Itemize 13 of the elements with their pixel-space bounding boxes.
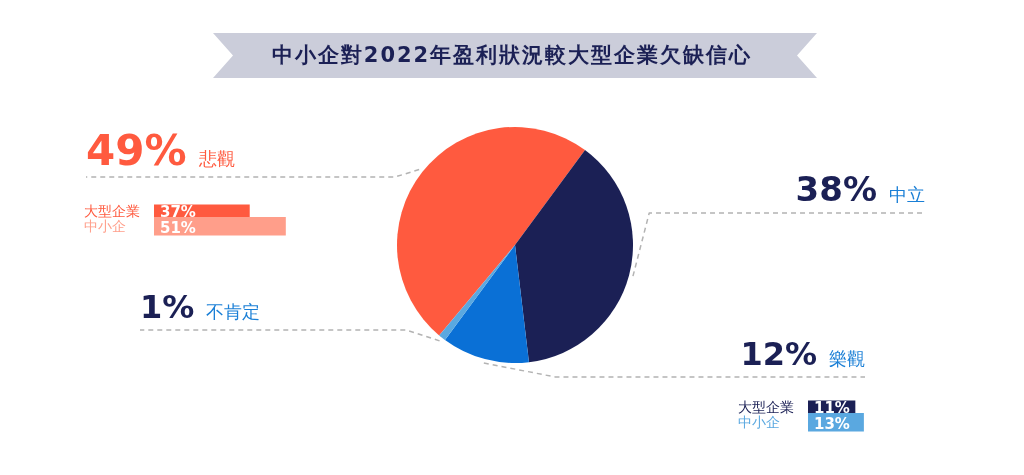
slice-label: 悲觀 bbox=[197, 148, 235, 169]
slice-label: 樂觀 bbox=[829, 348, 865, 369]
data-label: 12% bbox=[740, 335, 817, 373]
y-tick-label: 大型企業 bbox=[738, 398, 794, 415]
slice-label: 不肯定 bbox=[206, 301, 261, 322]
chart-title: 中小企對2022年盈利狀況較大型企業欠缺信心 bbox=[271, 42, 753, 68]
y-tick-label: 中小企 bbox=[738, 414, 780, 431]
slice-label: 中立 bbox=[889, 184, 925, 205]
data-label: 49% bbox=[86, 126, 187, 175]
data-label: 1% bbox=[140, 288, 195, 326]
y-tick-label: 大型企業 bbox=[84, 202, 140, 219]
y-tick-label: 中小企 bbox=[84, 218, 126, 235]
data-label: 38% bbox=[795, 169, 877, 209]
